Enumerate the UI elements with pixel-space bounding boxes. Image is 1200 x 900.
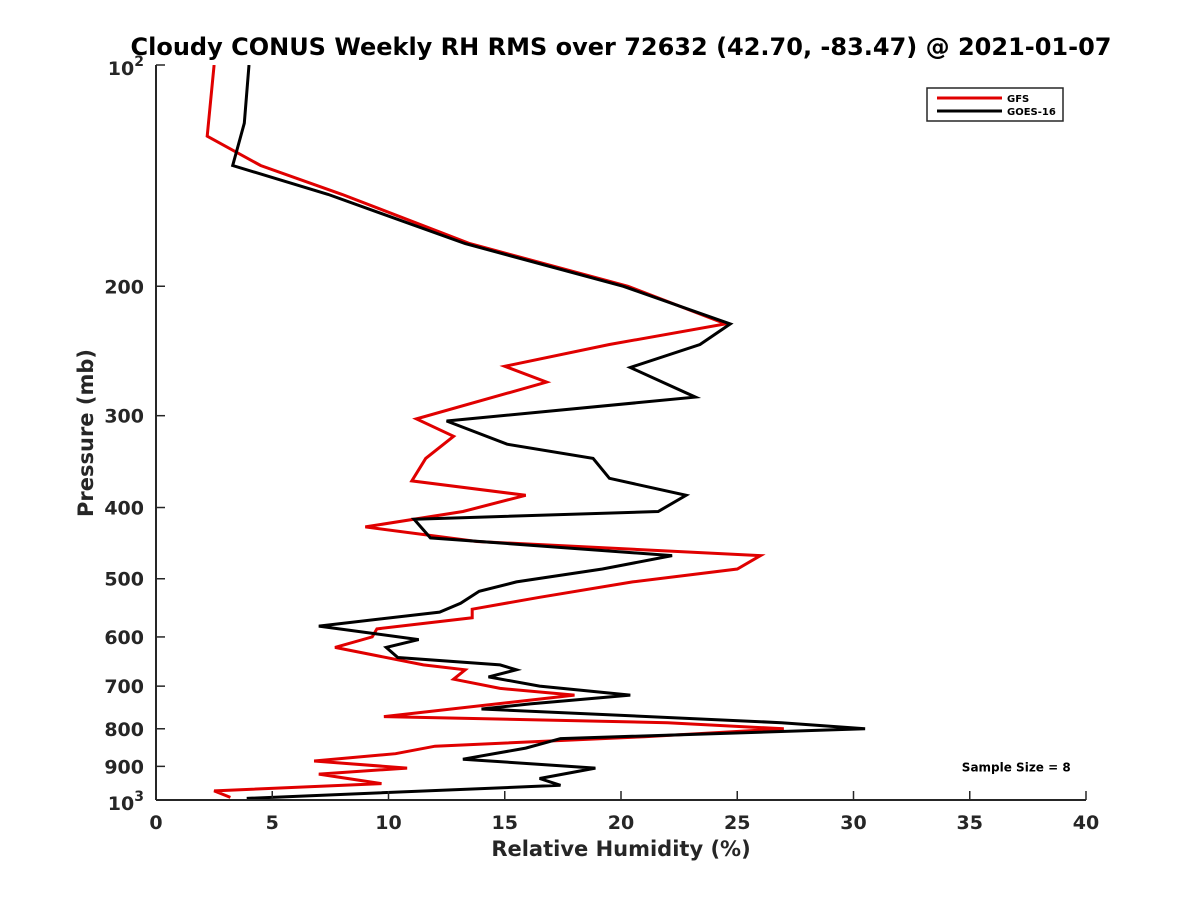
- y-tick-base: 10: [108, 58, 134, 80]
- x-axis-label: Relative Humidity (%): [491, 837, 750, 861]
- y-tick-label: 700: [104, 676, 144, 698]
- x-tick-label: 40: [1073, 812, 1099, 834]
- y-tick-label: 400: [104, 498, 144, 520]
- y-tick-label: 900: [104, 756, 144, 778]
- x-tick-label: 20: [608, 812, 634, 834]
- chart-title: Cloudy CONUS Weekly RH RMS over 72632 (4…: [131, 33, 1112, 61]
- y-tick-exponent: 3: [134, 789, 144, 805]
- y-tick-label: 103: [108, 789, 144, 815]
- legend-label-goes-16: GOES-16: [1007, 107, 1056, 118]
- sample-size-annotation: Sample Size = 8: [962, 760, 1071, 774]
- y-tick-label: 102: [108, 54, 144, 80]
- x-axis: 0 5 10 15 20 25 30 35 40: [149, 791, 1099, 834]
- legend-box: [926, 87, 1064, 122]
- x-tick-label: 35: [957, 812, 983, 834]
- y-tick-base: 10: [108, 793, 134, 815]
- plot-area: [205, 65, 866, 800]
- annotations: Sample Size = 8: [962, 760, 1071, 774]
- series-line-goes-16: [230, 65, 866, 800]
- y-tick-label: 300: [104, 406, 144, 428]
- x-tick-label: 10: [375, 812, 401, 834]
- x-tick-label: 5: [266, 812, 279, 834]
- x-tick-label: 30: [840, 812, 866, 834]
- y-tick-label: 200: [104, 276, 144, 298]
- legend: GFS GOES-16: [926, 87, 1064, 122]
- x-tick-label: 25: [724, 812, 750, 834]
- y-tick-label: 500: [104, 569, 144, 591]
- y-tick-label: 600: [104, 627, 144, 649]
- y-axis-label: Pressure (mb): [74, 349, 98, 517]
- series-line-gfs: [205, 65, 784, 799]
- legend-label-gfs: GFS: [1007, 94, 1029, 105]
- y-tick-label: 800: [104, 719, 144, 741]
- x-tick-label: 0: [149, 812, 162, 834]
- y-tick-exponent: 2: [134, 54, 144, 70]
- x-tick-label: 15: [492, 812, 518, 834]
